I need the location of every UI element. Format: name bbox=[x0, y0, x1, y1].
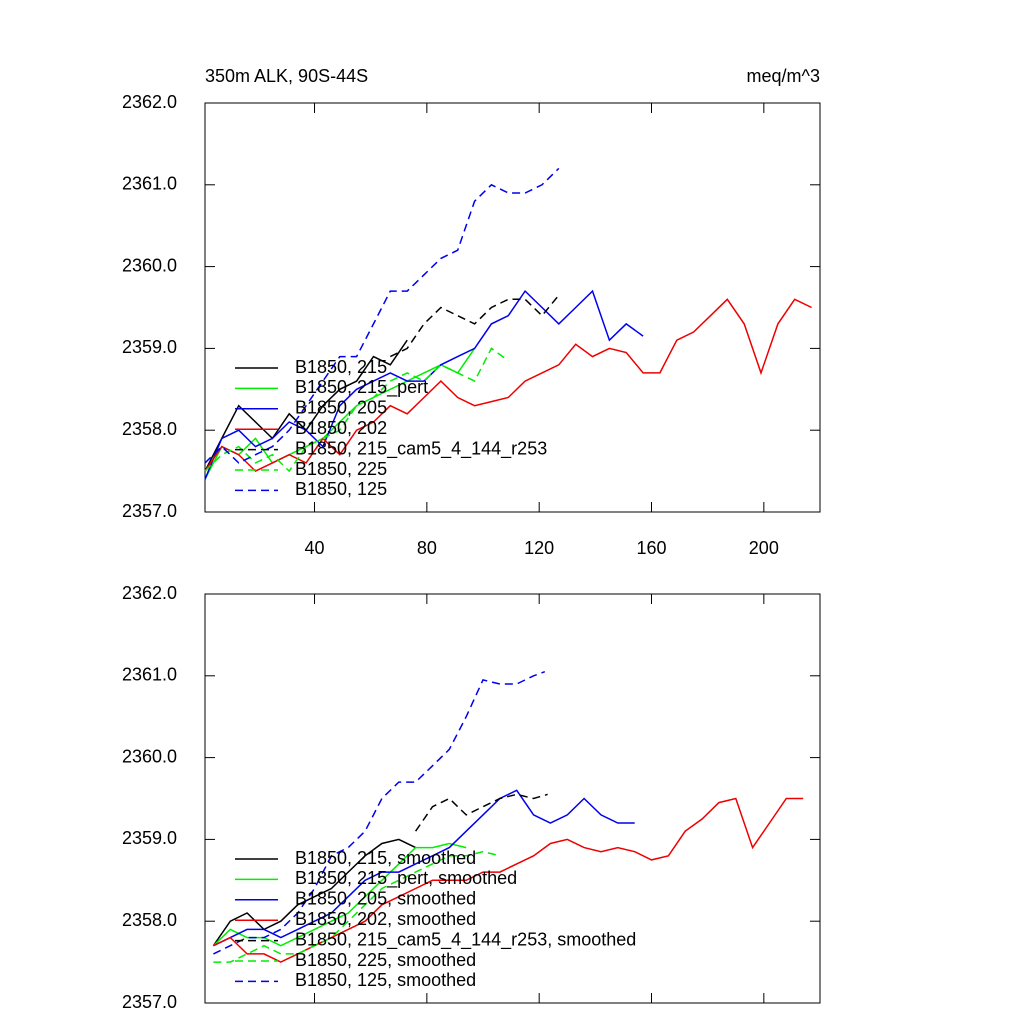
x-tick-label: 120 bbox=[524, 538, 554, 558]
plot-frame bbox=[204, 593, 821, 1004]
y-tick-label: 2358.0 bbox=[122, 910, 177, 930]
y-tick-label: 2362.0 bbox=[122, 92, 177, 112]
y-tick-label: 2362.0 bbox=[122, 583, 177, 603]
legend-label: B1850, 215_pert bbox=[295, 377, 428, 398]
series-line bbox=[212, 838, 416, 947]
series-line bbox=[414, 793, 548, 832]
y-tick-label: 2360.0 bbox=[122, 746, 177, 766]
legend-label: B1850, 215_pert, smoothed bbox=[295, 868, 517, 889]
y-tick-label: 2358.0 bbox=[122, 419, 177, 439]
legend-label: B1850, 125, smoothed bbox=[295, 970, 476, 990]
y-tick-label: 2359.0 bbox=[122, 337, 177, 357]
x-tick-label: 200 bbox=[749, 538, 779, 558]
plot-frame bbox=[204, 102, 821, 513]
legend-label: B1850, 202 bbox=[295, 418, 387, 438]
legend-label: B1850, 215_cam5_4_144_r253 bbox=[295, 438, 547, 459]
series-line bbox=[213, 789, 635, 947]
series-line bbox=[204, 289, 644, 480]
series-line bbox=[204, 298, 812, 473]
chart-title: 350m ALK, 90S-44S bbox=[205, 66, 368, 86]
legend-label: B1850, 205, smoothed bbox=[295, 889, 476, 909]
y-tick-label: 2361.0 bbox=[122, 174, 177, 194]
x-tick-label: 160 bbox=[636, 538, 666, 558]
x-tick-label: 80 bbox=[417, 538, 437, 558]
legend-label: B1850, 225 bbox=[295, 459, 387, 479]
units-label: meq/m^3 bbox=[747, 66, 820, 86]
series-line bbox=[213, 850, 501, 963]
legend-label: B1850, 125 bbox=[295, 479, 387, 499]
legend-label: B1850, 225, smoothed bbox=[295, 950, 476, 970]
legend-label: B1850, 215_cam5_4_144_r253, smoothed bbox=[295, 929, 636, 950]
series-line bbox=[389, 294, 560, 358]
y-tick-label: 2357.0 bbox=[122, 992, 177, 1012]
x-tick-label: 40 bbox=[305, 538, 325, 558]
series-line bbox=[204, 347, 509, 473]
y-tick-label: 2357.0 bbox=[122, 501, 177, 521]
series-line bbox=[213, 670, 546, 955]
y-tick-label: 2359.0 bbox=[122, 828, 177, 848]
legend-label: B1850, 202, smoothed bbox=[295, 909, 476, 929]
legend-label: B1850, 205 bbox=[295, 398, 387, 418]
series-line bbox=[204, 347, 476, 480]
legend-label: B1850, 215 bbox=[295, 357, 387, 377]
y-tick-label: 2360.0 bbox=[122, 255, 177, 275]
legend-label: B1850, 215, smoothed bbox=[295, 848, 476, 868]
y-tick-label: 2361.0 bbox=[122, 665, 177, 685]
